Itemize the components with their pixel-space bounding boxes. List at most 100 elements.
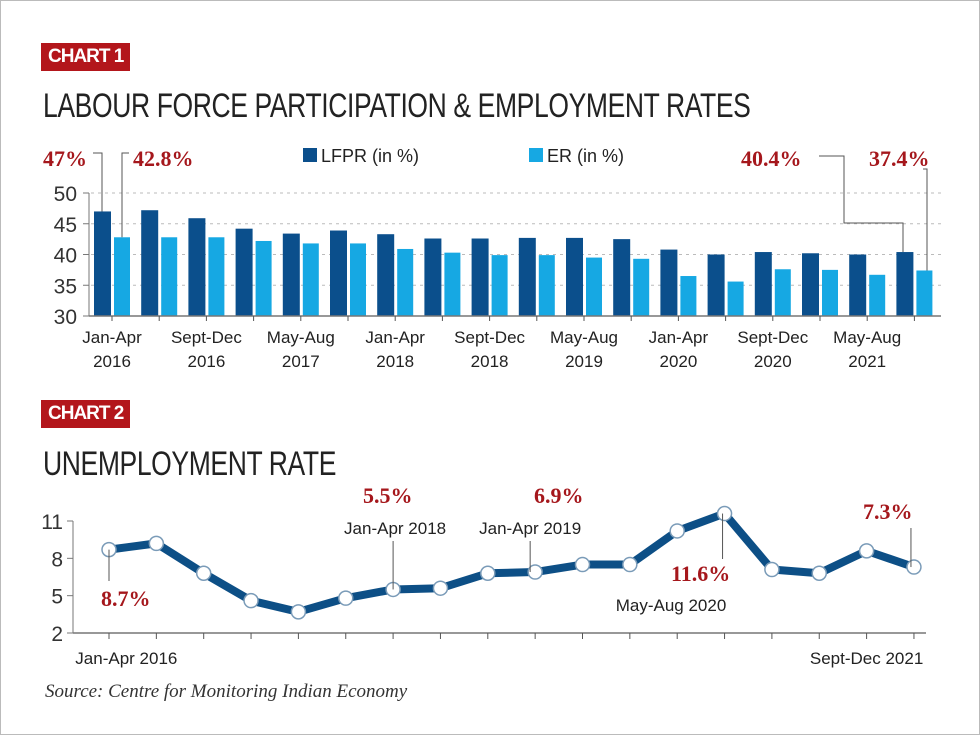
- er-bar: [114, 237, 130, 316]
- legend-label-lfpr: LFPR (in %): [321, 146, 419, 166]
- data-point: [716, 505, 733, 522]
- data-point: [480, 565, 496, 582]
- data-point: [622, 556, 638, 573]
- annotation-period: Jan-Apr 2019: [479, 519, 581, 538]
- x-tick-label: Jan-Apr: [649, 328, 709, 347]
- er-bar: [397, 248, 414, 316]
- er-bar: [444, 252, 461, 316]
- lfpr-bar: [754, 252, 772, 316]
- er-bar: [916, 270, 933, 316]
- annotation-label: 7.3%: [863, 499, 913, 524]
- annotation-label: 47%: [43, 146, 87, 171]
- annotation-label: 37.4%: [869, 146, 930, 171]
- annotation-label: 40.4%: [741, 146, 802, 171]
- x-tick-label: 2017: [282, 352, 320, 371]
- lfpr-bar: [188, 218, 206, 316]
- legend-label-er: ER (in %): [547, 146, 624, 166]
- legend-swatch-lfpr: [303, 148, 317, 162]
- annotation-label: 11.6%: [671, 561, 730, 586]
- annotation-leader: [819, 155, 904, 253]
- y-tick-label: 50: [54, 183, 77, 206]
- lfpr-bar: [141, 210, 159, 316]
- x-tick-label: Jan-Apr: [365, 328, 425, 347]
- lfpr-bar: [707, 254, 725, 316]
- y-tick-label: 45: [54, 214, 77, 237]
- x-tick-label: Jan-Apr 2016: [75, 649, 177, 668]
- lfpr-bar: [660, 249, 678, 316]
- annotation-leader: [923, 168, 928, 271]
- y-tick-label: 11: [41, 511, 63, 534]
- er-bar: [491, 255, 508, 316]
- er-bar: [633, 258, 650, 316]
- lfpr-bar: [896, 252, 914, 316]
- annotation-leader: [93, 152, 103, 212]
- data-point: [669, 523, 685, 539]
- x-tick-label: Sept-Dec 2021: [810, 649, 923, 668]
- y-tick-label: 5: [51, 586, 63, 609]
- er-bar: [208, 237, 225, 316]
- y-tick-label: 2: [51, 623, 63, 646]
- data-point: [243, 592, 259, 609]
- lfpr-bar: [471, 238, 489, 316]
- er-bar: [727, 281, 744, 316]
- source-note: Source: Centre for Monitoring Indian Eco…: [45, 681, 408, 702]
- lfpr-bar: [424, 238, 442, 316]
- data-point: [290, 604, 307, 620]
- er-bar: [255, 240, 272, 316]
- chart2-title: UNEMPLOYMENT RATE: [43, 445, 336, 483]
- x-tick-label: May-Aug: [550, 328, 618, 347]
- x-tick-label: May-Aug: [267, 328, 335, 347]
- y-tick-label: 35: [54, 275, 77, 298]
- x-tick-label: 2019: [565, 352, 603, 371]
- x-tick-label: 2020: [754, 352, 792, 371]
- y-tick-label: 40: [54, 245, 77, 268]
- lfpr-bar: [235, 228, 253, 316]
- data-point: [811, 565, 827, 582]
- lfpr-bar: [849, 254, 867, 316]
- lfpr-bar: [802, 253, 819, 316]
- chart2-badge: CHART 2: [41, 400, 131, 428]
- annotation-period: May-Aug 2020: [616, 596, 727, 615]
- annotation-label: 42.8%: [133, 146, 194, 171]
- er-bar: [302, 243, 319, 316]
- annotation-label: 6.9%: [534, 483, 584, 508]
- x-tick-label: 2016: [187, 352, 225, 371]
- chart1-title: LABOUR FORCE PARTICIPATION & EMPLOYMENT …: [43, 87, 751, 125]
- lfpr-bar: [613, 239, 631, 316]
- chart1-badge: CHART 1: [41, 43, 131, 71]
- data-point: [338, 590, 354, 606]
- data-point: [574, 556, 591, 573]
- lfpr-bar: [94, 211, 111, 316]
- data-point: [148, 535, 165, 552]
- data-point: [858, 543, 875, 559]
- er-bar: [822, 269, 838, 316]
- x-tick-label: Jan-Apr: [82, 328, 142, 347]
- x-tick-label: 2021: [848, 352, 886, 371]
- y-tick-label: 8: [51, 548, 63, 571]
- legend-swatch-er: [529, 148, 543, 162]
- er-bar: [869, 274, 886, 316]
- er-bar: [161, 237, 178, 316]
- annotation-label: 5.5%: [363, 483, 413, 508]
- data-point: [764, 561, 780, 578]
- lfpr-bar: [377, 234, 395, 316]
- data-point: [906, 559, 922, 575]
- er-bar: [586, 257, 602, 316]
- x-tick-label: 2016: [93, 352, 131, 371]
- x-tick-label: 2018: [376, 352, 414, 371]
- er-bar: [538, 255, 555, 316]
- lfpr-bar: [518, 237, 536, 316]
- data-point: [195, 565, 212, 582]
- annotation-leader: [121, 152, 129, 238]
- x-tick-label: 2018: [471, 352, 509, 371]
- annotation-period: Jan-Apr 2018: [344, 519, 446, 538]
- lfpr-bar: [330, 230, 347, 316]
- x-tick-label: May-Aug: [833, 328, 901, 347]
- annotation-label: 8.7%: [101, 586, 151, 611]
- x-tick-label: Sept-Dec: [454, 328, 525, 347]
- unemployment-line: [108, 509, 916, 616]
- lfpr-bar: [566, 237, 583, 316]
- lfpr-bar: [282, 233, 300, 316]
- er-bar: [774, 269, 791, 316]
